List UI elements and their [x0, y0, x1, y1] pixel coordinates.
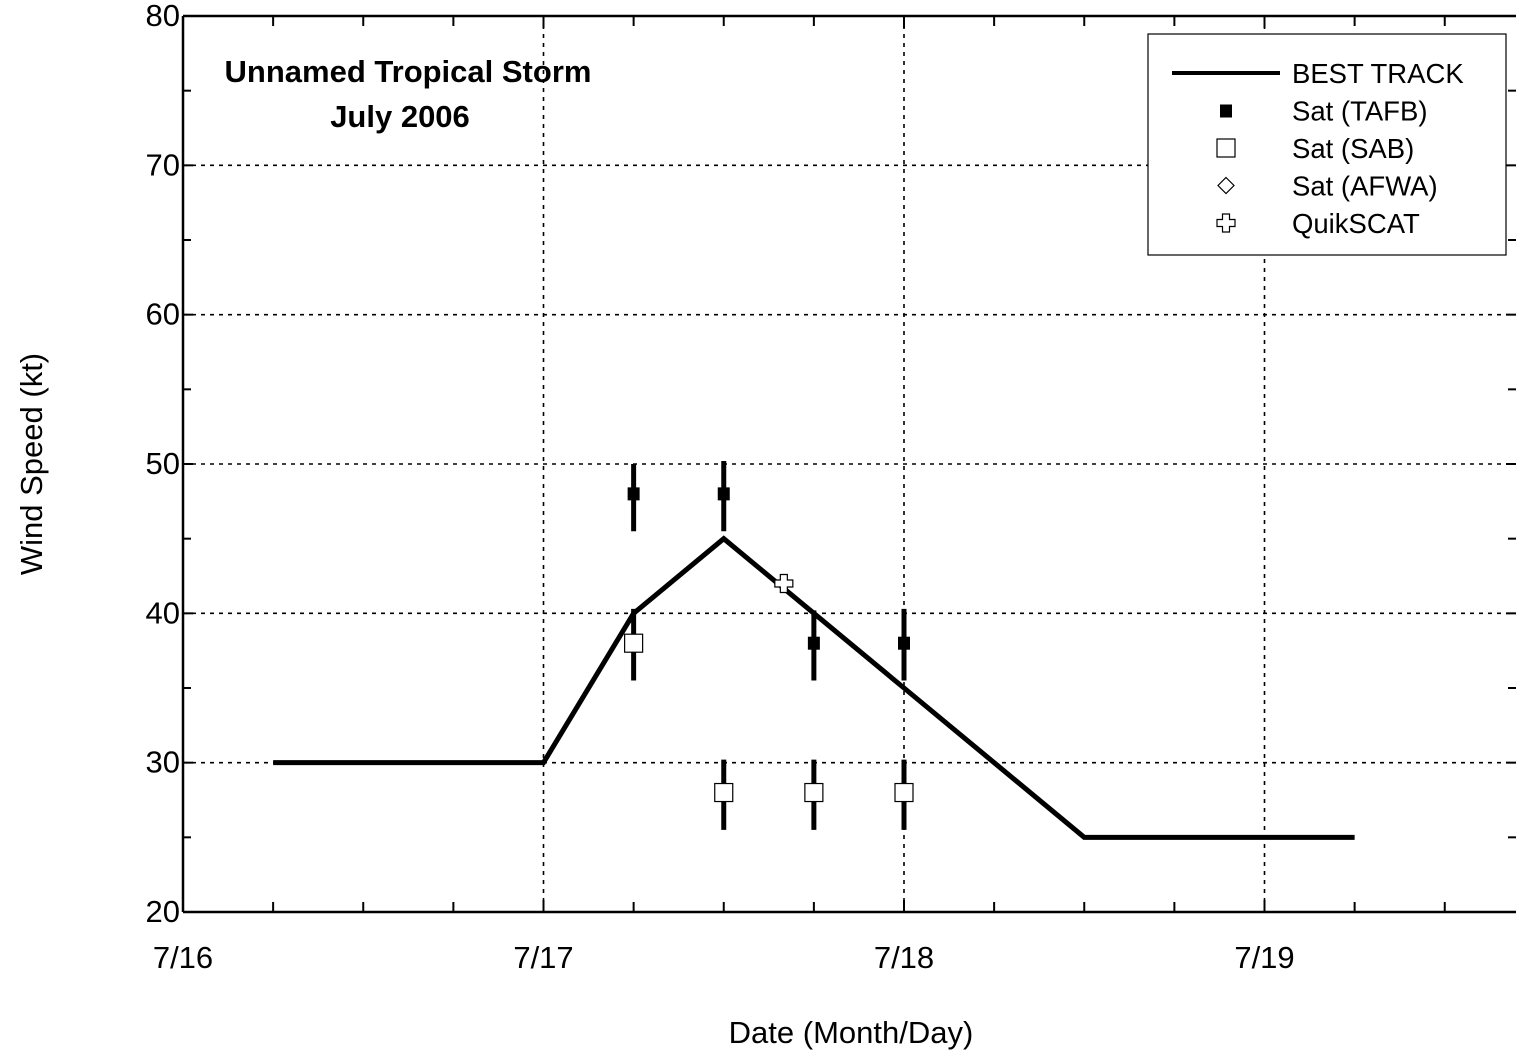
legend-symbol [1216, 138, 1236, 158]
chart-subtitle: July 2006 [330, 99, 470, 134]
sat-sab-marker [894, 782, 914, 803]
legend-label: Sat (TAFB) [1292, 96, 1427, 127]
legend-label: Sat (SAB) [1292, 133, 1414, 164]
x-axis-label: Date (Month/Day) [729, 1015, 974, 1050]
legend-label: Sat (AFWA) [1292, 171, 1438, 202]
legend: BEST TRACK Sat (TAFB) Sat (SAB) Sat (AFWA) Q… [1147, 33, 1507, 256]
sat-tafb-marker [717, 487, 730, 501]
x-tick-label: 7/17 [513, 940, 573, 975]
sat-sab-marker [714, 782, 734, 803]
best-track-line [273, 535, 1355, 840]
labels-layer: Unnamed Tropical Storm July 2006 Date (M… [14, 54, 973, 1050]
sat-tafb-marker [627, 487, 640, 501]
quikscat-marker [774, 573, 794, 594]
y-axis-label: Wind Speed (kt) [14, 353, 49, 575]
chart-title: Unnamed Tropical Storm [225, 54, 592, 89]
sat-tafb-marker [898, 636, 910, 650]
x-tick-label: 7/18 [874, 940, 934, 975]
y-tick-label: 50 [146, 446, 180, 481]
y-tick-label: 70 [146, 147, 180, 182]
axes-layer: 20 30 40 50 60 70 80 7/16 7/17 7/18 7/19 [146, 0, 1516, 975]
legend-box [1147, 33, 1507, 256]
legend-label: BEST TRACK [1292, 58, 1464, 89]
legend-symbol [1220, 104, 1232, 118]
legend-symbol [1217, 176, 1235, 195]
sat-sab-marker [624, 633, 644, 653]
y-tick-label: 80 [146, 0, 180, 33]
x-tick-label: 7/16 [153, 940, 213, 975]
sat-sab-marker [804, 782, 824, 803]
y-tick-label: 30 [146, 745, 180, 780]
x-tick-label: 7/19 [1234, 940, 1294, 975]
sat-tafb-marker [807, 636, 820, 650]
series-layer [273, 461, 1355, 840]
y-tick-label: 20 [146, 894, 180, 929]
y-tick-label: 60 [146, 297, 180, 332]
legend-label: QuikSCAT [1292, 208, 1420, 239]
y-tick-label: 40 [146, 595, 180, 630]
legend-symbol [1216, 213, 1236, 233]
